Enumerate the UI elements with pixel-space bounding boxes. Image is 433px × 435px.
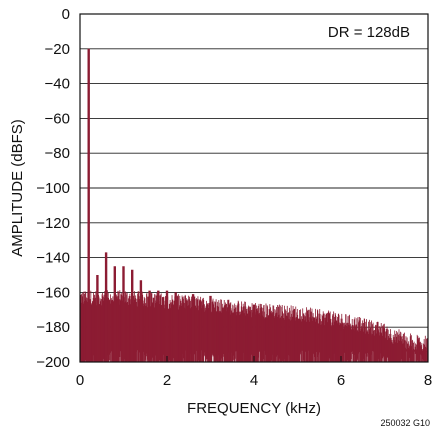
y-tick-label: −100 [36, 180, 70, 197]
x-tick-label: 0 [76, 372, 84, 389]
y-tick-label: −180 [36, 319, 70, 336]
x-tick-label: 8 [424, 372, 432, 389]
annotation-dr: DR = 128dB [328, 24, 410, 41]
x-tick-label: 2 [163, 372, 171, 389]
y-tick-label: −120 [36, 215, 70, 232]
y-axis-ticks: 0 −20 −40 −60 −80 −100 −120 −140 −160 −180 −200 [36, 6, 70, 371]
x-tick-label: 6 [337, 372, 345, 389]
y-tick-label: −140 [36, 250, 70, 267]
spectrum-series [79, 48, 429, 362]
x-tick-label: 4 [250, 372, 258, 389]
y-tick-label: −80 [45, 145, 70, 162]
x-axis-title: FREQUENCY (kHz) [187, 400, 321, 417]
y-tick-label: −160 [36, 284, 70, 301]
y-tick-label: −40 [45, 76, 70, 93]
figure-id: 250032 G10 [380, 418, 430, 428]
y-tick-label: 0 [62, 6, 70, 23]
y-tick-label: −200 [36, 354, 70, 371]
y-axis-title: AMPLITUDE (dBFS) [9, 119, 26, 257]
x-axis-ticks: 0 2 4 6 8 [76, 356, 432, 389]
y-tick-label: −60 [45, 110, 70, 127]
y-tick-label: −20 [45, 41, 70, 58]
